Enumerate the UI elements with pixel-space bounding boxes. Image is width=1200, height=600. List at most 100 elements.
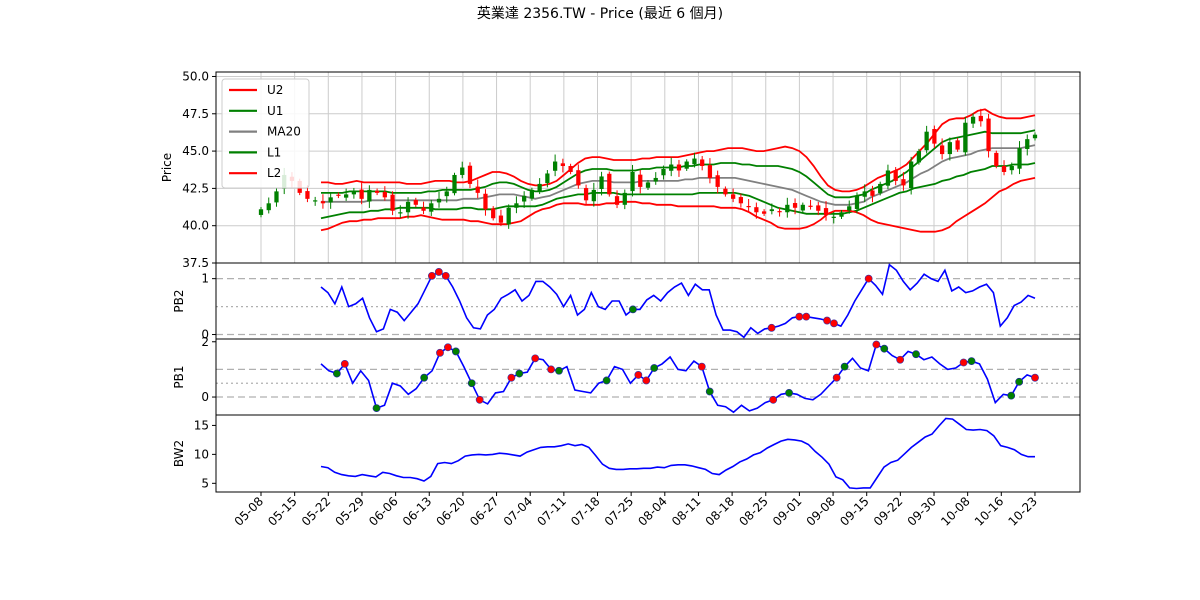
candle-body <box>893 170 898 181</box>
candle-body <box>274 191 279 203</box>
candle-body <box>405 201 411 213</box>
xtick-label: 06-27 <box>467 494 502 529</box>
candle-body <box>421 207 426 211</box>
pb1-marker-green <box>467 379 476 388</box>
candle-body <box>258 209 264 215</box>
xtick-label: 06-13 <box>400 494 435 529</box>
candle-body <box>568 166 573 172</box>
candle-body <box>831 216 836 218</box>
pb1-marker-green <box>602 376 611 385</box>
xtick-label: 08-04 <box>635 494 670 529</box>
legend-label-ma20: MA20 <box>267 125 301 139</box>
l1-line <box>320 162 1036 220</box>
pb2-marker-red <box>864 274 873 283</box>
xtick-label: 05-15 <box>265 494 300 529</box>
pb1-marker-green <box>1007 391 1016 400</box>
candle-body <box>266 203 271 211</box>
price-ytick-label: 47.5 <box>182 107 209 121</box>
candle-body <box>359 189 364 199</box>
pb1-marker-red <box>475 395 484 404</box>
candle-body <box>909 161 914 189</box>
xtick-label: 09-15 <box>837 494 872 529</box>
candle-body <box>506 207 511 225</box>
candle-body <box>614 196 620 205</box>
candle-body <box>529 189 535 199</box>
candle-body <box>754 207 759 213</box>
xtick-label: 09-22 <box>871 494 906 529</box>
xtick-label: 10-08 <box>938 494 973 529</box>
candle-body <box>374 190 380 193</box>
xtick-label: 08-11 <box>669 494 704 529</box>
pb1-marker-red <box>634 371 643 379</box>
candle-body <box>452 174 457 194</box>
pb1-marker-red <box>769 395 778 404</box>
xtick-label: 09-08 <box>804 494 839 529</box>
price-grid <box>216 72 1080 264</box>
candle-body <box>684 161 689 169</box>
price-ytick-label: 50.0 <box>182 69 209 83</box>
candle-body <box>460 167 465 175</box>
xtick-label: 07-11 <box>534 494 569 529</box>
candle-body <box>924 131 929 151</box>
candle-body <box>498 215 504 223</box>
pb2-marker-red <box>830 319 838 328</box>
candle-body <box>336 194 341 196</box>
l2-line <box>320 177 1036 233</box>
candle-body <box>444 191 449 197</box>
pb2-frame <box>215 262 1081 340</box>
xtick-label: 08-18 <box>703 494 738 529</box>
bw2-line <box>320 417 1035 490</box>
pb1-marker-red <box>1031 373 1039 382</box>
candle-body <box>475 186 480 193</box>
candle-body <box>939 145 945 155</box>
candle-body <box>669 164 674 171</box>
legend-label-l2: L2 <box>267 166 281 180</box>
candle-body <box>816 205 821 211</box>
candle-body <box>436 198 442 203</box>
candle-body <box>862 191 867 197</box>
pb2-marker-red <box>802 312 811 321</box>
candle-body <box>522 195 527 202</box>
candle-body <box>769 209 774 212</box>
candle-body <box>382 191 387 198</box>
price-frame <box>215 71 1081 264</box>
pb1-line <box>320 343 1036 414</box>
candle-body <box>692 158 697 165</box>
candle-body <box>731 194 736 199</box>
pb2-marker-red <box>823 316 831 325</box>
candle-body <box>661 168 666 176</box>
pb1-marker-red <box>531 354 540 363</box>
candle-body <box>792 203 798 208</box>
xtick-label: 06-20 <box>433 494 468 529</box>
xtick-label: 09-30 <box>905 494 940 529</box>
legend: U2 U1 MA20 L1 L2 <box>221 78 310 189</box>
candle-body <box>483 193 488 210</box>
candle-body <box>916 151 922 163</box>
candle-body <box>514 203 519 208</box>
bw2-ytick-label: 15 <box>194 418 209 432</box>
u2-line <box>321 108 1036 193</box>
candle-body <box>707 165 713 178</box>
xtick-label: 10-23 <box>1006 494 1041 529</box>
candle-body <box>630 171 635 192</box>
candle-body <box>351 191 357 195</box>
legend-label-u1: U1 <box>267 104 283 118</box>
bw2-panel <box>320 417 1035 490</box>
pb2-marker-red <box>434 268 443 276</box>
pb1-marker-red <box>896 355 905 364</box>
candle-body <box>367 189 372 202</box>
pb1-marker-green <box>555 366 563 375</box>
candle-body <box>638 174 643 187</box>
candle-body <box>676 164 682 171</box>
candle-body <box>800 204 805 211</box>
pb1-marker-green <box>840 362 849 371</box>
candle-body <box>344 194 349 198</box>
pb1-marker-green <box>912 350 920 359</box>
candle-body <box>1032 134 1038 139</box>
candle-body <box>576 170 581 186</box>
xtick-label: 07-04 <box>501 494 536 529</box>
pb2-marker-red <box>441 271 450 280</box>
price-ylabel: Price <box>160 153 174 182</box>
candle-body <box>591 189 596 202</box>
